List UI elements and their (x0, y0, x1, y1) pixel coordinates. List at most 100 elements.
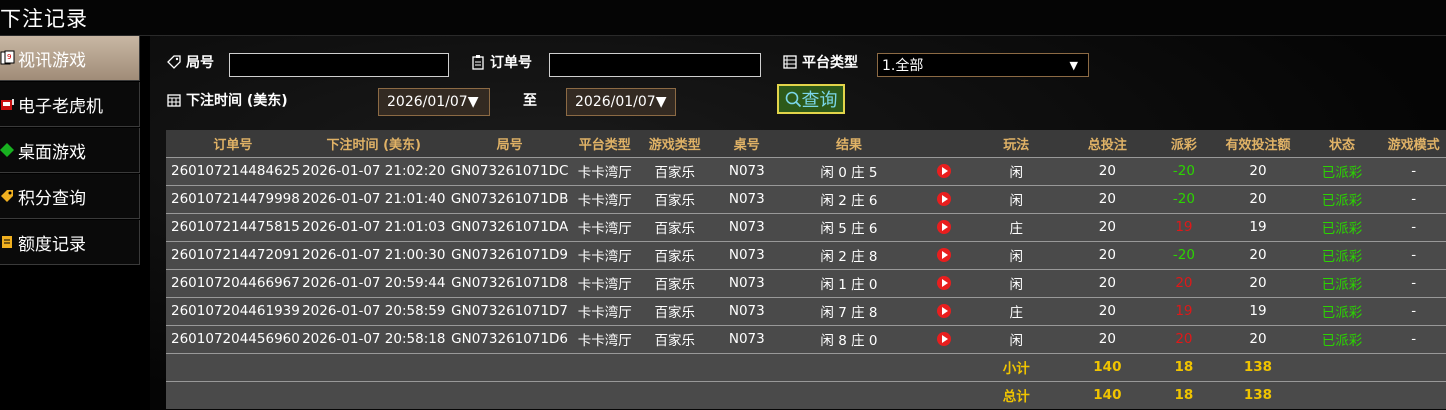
mode-cell: - (1381, 156, 1446, 185)
valid-bet-cell: 20 (1213, 156, 1303, 185)
bet-type-cell: 庄 (972, 212, 1061, 241)
subtotal-total: 140 (1060, 352, 1155, 381)
col-header-bet: 玩法 (972, 130, 1061, 157)
sidebar-item-label: 积分查询 (18, 188, 86, 209)
replay-cell (915, 184, 973, 213)
platform-filter-label: 平台类型 (782, 52, 858, 72)
sidebar-item-table-games[interactable]: 桌面游戏 (0, 128, 140, 173)
sidebar: 9 视讯游戏 电子老虎机 桌面游戏 积分查询 额度记录 (0, 36, 142, 410)
page-title: 下注记录 (0, 7, 88, 31)
status-cell: 已派彩 (1302, 156, 1382, 185)
platform-cell: 卡卡湾厅 (571, 268, 639, 297)
table-number-cell: N073 (711, 240, 783, 269)
col-header-mode: 游戏模式 (1381, 130, 1446, 157)
replay-cell (915, 240, 973, 269)
play-replay-icon[interactable] (936, 220, 951, 234)
time-cell: 2026-01-07 20:58:59 (299, 296, 448, 325)
platform-cell: 卡卡湾厅 (571, 212, 639, 241)
tag-outline-icon (167, 55, 181, 69)
play-replay-icon[interactable] (936, 248, 951, 262)
total-bet-cell: 20 (1060, 156, 1155, 185)
col-header-status: 状态 (1302, 130, 1382, 157)
platform-cell: 卡卡湾厅 (571, 324, 639, 353)
col-header-game: 游戏类型 (638, 130, 712, 157)
result-cell: 闲 8 庄 0 (782, 324, 916, 353)
time-filter-label: 下注时间 (美东) (166, 90, 288, 110)
grandtotal-row: 总计 140 18 138 (166, 380, 1446, 409)
date-from-picker[interactable]: 2026/01/07▼ (378, 88, 490, 116)
result-cell: 闲 0 庄 5 (782, 156, 916, 185)
round-cell: GN073261071DB (447, 184, 572, 213)
col-header-payout: 派彩 (1154, 130, 1214, 157)
game-type-cell: 百家乐 (638, 184, 712, 213)
tag-icon (0, 187, 16, 205)
table-row: 260107204466967 2026-01-07 20:59:44 GN0732… (166, 268, 1446, 297)
platform-select[interactable]: 1.全部 ▼ (877, 53, 1089, 77)
game-type-cell: 百家乐 (638, 156, 712, 185)
cards-icon: 9 (0, 49, 16, 67)
table-row: 260107204456960 2026-01-07 20:58:18 GN0732… (166, 324, 1446, 353)
subtotal-payout: 18 (1154, 352, 1214, 381)
total-bet-cell: 20 (1060, 296, 1155, 325)
sidebar-item-live-games[interactable]: 9 视讯游戏 (0, 36, 140, 81)
status-cell: 已派彩 (1302, 240, 1382, 269)
bet-records-table: 订单号 下注时间 (美东) 局号 平台类型 游戏类型 桌号 结果 玩法 总投注 … (166, 130, 1446, 409)
svg-text:9: 9 (7, 53, 11, 61)
play-replay-icon[interactable] (936, 304, 951, 318)
sidebar-item-credit[interactable]: 额度记录 (0, 220, 140, 265)
payout-cell: -20 (1154, 156, 1214, 185)
mode-cell: - (1381, 240, 1446, 269)
game-type-cell: 百家乐 (638, 212, 712, 241)
sidebar-item-label: 电子老虎机 (18, 96, 103, 117)
chevron-down-icon: ▼ (1069, 59, 1078, 72)
order-filter-label: 订单号 (470, 52, 532, 72)
table-row: 260107214475815 2026-01-07 21:01:03 GN0732… (166, 212, 1446, 241)
game-type-cell: 百家乐 (638, 268, 712, 297)
time-cell: 2026-01-07 21:01:03 (299, 212, 448, 241)
table-number-cell: N073 (711, 324, 783, 353)
bet-type-cell: 闲 (972, 240, 1061, 269)
col-header-platform: 平台类型 (571, 130, 639, 157)
valid-bet-cell: 19 (1213, 296, 1303, 325)
search-icon (785, 91, 801, 107)
table-number-cell: N073 (711, 296, 783, 325)
table-number-cell: N073 (711, 184, 783, 213)
result-cell: 闲 1 庄 0 (782, 268, 916, 297)
mode-cell: - (1381, 184, 1446, 213)
list-icon (783, 55, 797, 69)
sidebar-item-slots[interactable]: 电子老虎机 (0, 82, 140, 127)
subtotal-valid: 138 (1213, 352, 1303, 381)
bet-type-cell: 闲 (972, 324, 1061, 353)
replay-cell (915, 156, 973, 185)
valid-bet-cell: 20 (1213, 184, 1303, 213)
sidebar-item-label: 视讯游戏 (18, 50, 86, 71)
order-cell: 260107214479998 (166, 184, 300, 213)
date-to-picker[interactable]: 2026/01/07▼ (566, 88, 676, 116)
table-row: 260107214484625 2026-01-07 21:02:20 GN0732… (166, 156, 1446, 185)
table-row: 260107214479998 2026-01-07 21:01:40 GN0732… (166, 184, 1446, 213)
col-header-total: 总投注 (1060, 130, 1155, 157)
round-input[interactable] (229, 53, 449, 77)
total-bet-cell: 20 (1060, 268, 1155, 297)
round-cell: GN073261071DA (447, 212, 572, 241)
result-cell: 闲 5 庄 6 (782, 212, 916, 241)
total-bet-cell: 20 (1060, 324, 1155, 353)
search-button[interactable]: 查询 (777, 84, 845, 114)
sidebar-item-label: 桌面游戏 (18, 142, 86, 163)
payout-cell: -20 (1154, 184, 1214, 213)
time-cell: 2026-01-07 21:02:20 (299, 156, 448, 185)
valid-bet-cell: 20 (1213, 324, 1303, 353)
order-input[interactable] (549, 53, 761, 77)
sidebar-item-points[interactable]: 积分查询 (0, 174, 140, 219)
bet-type-cell: 闲 (972, 268, 1061, 297)
round-cell: GN073261071DC (447, 156, 572, 185)
play-replay-icon[interactable] (936, 164, 951, 178)
order-cell: 260107214484625 (166, 156, 300, 185)
order-cell: 260107214475815 (166, 212, 300, 241)
play-replay-icon[interactable] (936, 332, 951, 346)
play-replay-icon[interactable] (936, 276, 951, 290)
play-replay-icon[interactable] (936, 192, 951, 206)
col-header-result: 结果 (782, 130, 916, 157)
payout-cell: 20 (1154, 268, 1214, 297)
sidebar-item-label: 额度记录 (18, 234, 86, 255)
